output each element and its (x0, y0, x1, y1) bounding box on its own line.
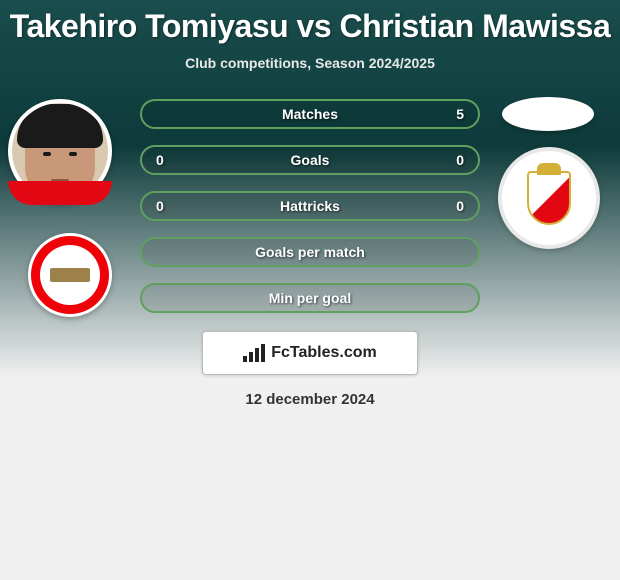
stat-right-value: 5 (456, 106, 464, 122)
stat-row-min-per-goal: Min per goal (140, 283, 480, 313)
stat-label: Hattricks (280, 198, 340, 214)
stat-right-value: 0 (456, 152, 464, 168)
date-text: 12 december 2024 (0, 391, 620, 408)
stat-left-value: 0 (156, 198, 164, 214)
stat-row-goals-per-match: Goals per match (140, 237, 480, 267)
stat-left-value: 0 (156, 152, 164, 168)
brand-box: FcTables.com (202, 331, 418, 375)
arsenal-crest-icon (28, 233, 112, 317)
player-left-photo (8, 99, 112, 203)
stat-label: Matches (282, 106, 338, 122)
stat-label: Min per goal (269, 290, 351, 306)
monaco-crest-icon (498, 147, 600, 249)
stat-row-hattricks: 0 Hattricks 0 (140, 191, 480, 221)
stats-list: Matches 5 0 Goals 0 0 Hattricks 0 Goals … (140, 99, 480, 329)
stat-row-matches: Matches 5 (140, 99, 480, 129)
brand-bars-icon (243, 344, 265, 362)
brand-text: FcTables.com (271, 344, 377, 362)
page-title: Takehiro Tomiyasu vs Christian Mawissa (0, 0, 620, 45)
stat-label: Goals per match (255, 244, 365, 260)
player-left-block (8, 99, 112, 203)
player-right-photo-empty (502, 97, 594, 131)
player-right-block (502, 97, 594, 131)
subtitle: Club competitions, Season 2024/2025 (0, 55, 620, 71)
stat-row-goals: 0 Goals 0 (140, 145, 480, 175)
club-right-badge (498, 147, 600, 249)
stat-right-value: 0 (456, 198, 464, 214)
club-left-badge (28, 233, 112, 317)
stat-label: Goals (291, 152, 330, 168)
